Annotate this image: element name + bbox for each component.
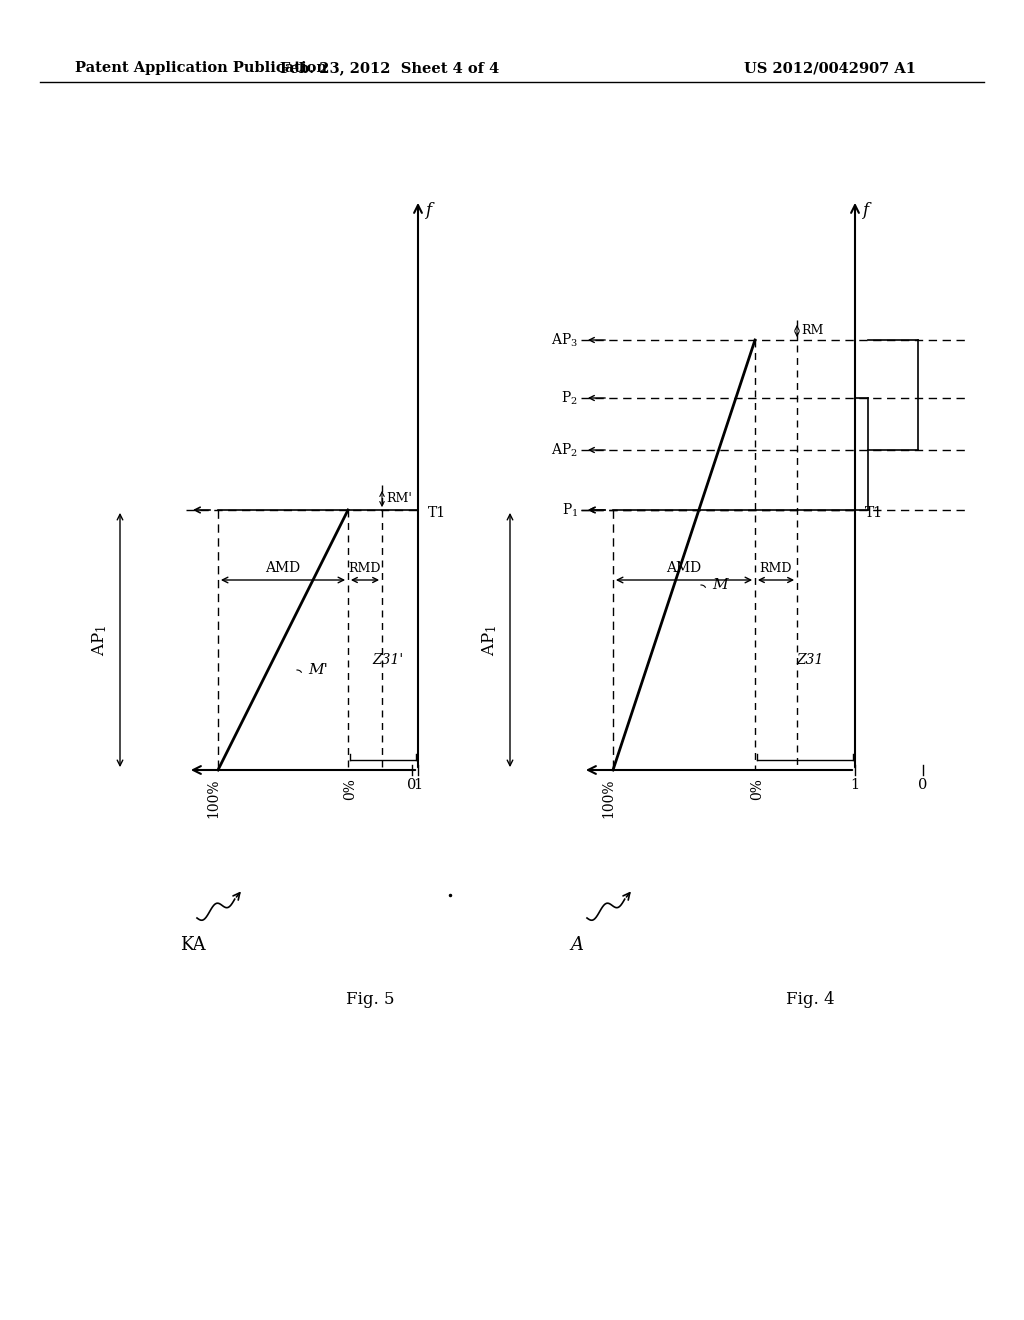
Text: $\mathregular{AP_2}$: $\mathregular{AP_2}$: [551, 441, 578, 459]
Text: $\mathregular{AP_3}$: $\mathregular{AP_3}$: [551, 331, 578, 348]
Text: f: f: [862, 202, 868, 219]
Text: RMD: RMD: [760, 562, 793, 576]
Text: f: f: [425, 202, 431, 219]
Text: AMD: AMD: [265, 561, 301, 576]
Text: Z31: Z31: [797, 653, 823, 667]
Text: Z31': Z31': [373, 653, 403, 667]
Text: $\mathregular{P_1}$: $\mathregular{P_1}$: [561, 502, 578, 519]
Text: 0: 0: [919, 777, 928, 792]
Text: M: M: [712, 578, 728, 591]
Text: 1: 1: [414, 777, 423, 792]
Text: Fig. 4: Fig. 4: [785, 991, 835, 1008]
Text: 1: 1: [851, 777, 859, 792]
Text: A: A: [570, 936, 583, 954]
Text: Fig. 5: Fig. 5: [346, 991, 394, 1008]
Text: AMD: AMD: [667, 561, 701, 576]
Text: 0%: 0%: [343, 777, 357, 800]
Text: T1: T1: [865, 506, 883, 520]
Text: $\mathregular{P_2}$: $\mathregular{P_2}$: [561, 389, 578, 407]
Text: RM: RM: [801, 325, 823, 338]
Text: $\mathregular{AP_1}$: $\mathregular{AP_1}$: [480, 624, 500, 656]
Text: 100%: 100%: [601, 777, 615, 817]
Text: RM': RM': [386, 492, 412, 506]
Text: Feb. 23, 2012  Sheet 4 of 4: Feb. 23, 2012 Sheet 4 of 4: [281, 61, 500, 75]
Text: 0: 0: [408, 777, 417, 792]
Text: $\mathregular{AP_1}$: $\mathregular{AP_1}$: [91, 624, 110, 656]
Text: RMD: RMD: [349, 562, 381, 576]
Text: M': M': [308, 663, 328, 677]
Text: 100%: 100%: [206, 777, 220, 817]
Text: US 2012/0042907 A1: US 2012/0042907 A1: [744, 61, 916, 75]
Text: KA: KA: [180, 936, 206, 954]
Text: Patent Application Publication: Patent Application Publication: [75, 61, 327, 75]
Text: 0%: 0%: [750, 777, 764, 800]
Text: T1: T1: [428, 506, 446, 520]
